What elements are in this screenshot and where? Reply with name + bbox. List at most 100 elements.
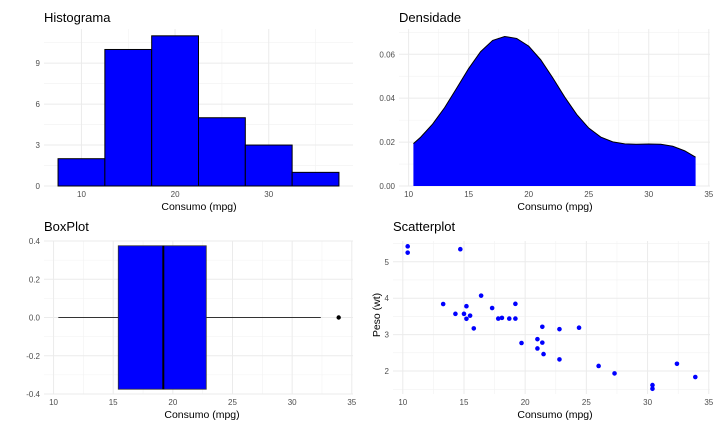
boxplot-x-label: Consumo (mpg) — [164, 409, 239, 421]
density-area — [413, 35, 696, 187]
density-x-tick-label: 10 — [404, 190, 413, 199]
density-x-ticks: 10 15 20 25 30 35 — [404, 190, 714, 199]
boxplot-y-tick-label: 0.0 — [29, 314, 41, 323]
density-y-tick-label: 0.02 — [379, 138, 395, 147]
scatterplot-x-label: Consumo (mpg) — [517, 409, 592, 421]
scatter-point — [489, 305, 495, 311]
scatter-point — [535, 336, 540, 342]
boxplot-y-tick-label: 0.4 — [29, 237, 41, 246]
scatter-point — [440, 301, 446, 307]
histogram-bar — [198, 117, 246, 187]
scatter-point — [540, 324, 545, 330]
scatterplot-y-tick-label: 5 — [385, 258, 390, 267]
density-y-ticks: 0.00 0.02 0.04 0.06 — [379, 50, 395, 191]
histogram-x-tick-label: 10 — [77, 190, 86, 199]
scatter-point — [535, 346, 540, 351]
scatterplot-points — [405, 244, 698, 392]
histogram-panel: 10 20 30 0 3 6 9 Histograma Consumo (mpg) — [36, 10, 353, 213]
scatterplot-x-ticks: 10 15 20 25 30 35 — [398, 398, 713, 407]
scatter-point — [506, 316, 512, 321]
scatter-point — [596, 363, 601, 369]
density-x-tick-label: 25 — [584, 190, 593, 199]
scatterplot-x-tick-label: 30 — [643, 398, 652, 407]
histogram-bar — [151, 35, 200, 187]
histogram-y-ticks: 0 3 6 9 — [36, 59, 41, 191]
histogram-bar — [104, 48, 153, 187]
scatter-point — [674, 361, 680, 367]
boxplot-x-tick-label: 10 — [49, 398, 58, 407]
histogram-title: Histograma — [44, 10, 111, 25]
density-y-tick-label: 0.00 — [379, 182, 395, 191]
boxplot-x-tick-label: 20 — [168, 398, 177, 407]
histogram-y-tick-label: 9 — [36, 59, 41, 68]
scatter-point — [405, 250, 410, 255]
boxplot-y-tick-label: -0.4 — [26, 390, 40, 399]
density-curve — [413, 35, 696, 158]
scatter-point — [650, 382, 655, 388]
scatterplot-grid — [393, 241, 710, 394]
boxplot-x-tick-label: 15 — [109, 398, 118, 407]
histogram-y-tick-label: 0 — [36, 182, 41, 191]
scatterplot-y-tick-label: 3 — [385, 331, 390, 340]
scatter-point — [612, 371, 617, 376]
scatter-point — [458, 246, 463, 252]
boxplot-box — [117, 245, 207, 390]
scatterplot-y-tick-label: 2 — [385, 367, 390, 376]
density-y-tick-label: 0.04 — [379, 94, 395, 103]
density-x-tick-label: 35 — [704, 190, 713, 199]
scatterplot-x-tick-label: 10 — [398, 398, 407, 407]
scatterplot-x-tick-label: 20 — [521, 398, 530, 407]
density-title: Densidade — [399, 10, 461, 25]
boxplot-marks — [58, 245, 341, 390]
scatter-point — [557, 357, 562, 362]
scatter-point — [513, 316, 518, 321]
boxplot-panel: 10 15 20 25 30 35 0.4 0.2 0.0 -0.2 -0.4 BoxPlot C… — [26, 219, 357, 421]
histogram-x-ticks: 10 20 30 — [77, 190, 274, 199]
histogram-x-tick-label: 30 — [264, 190, 273, 199]
histogram-x-tick-label: 20 — [171, 190, 180, 199]
scatter-point — [576, 325, 582, 331]
scatter-point — [478, 293, 484, 298]
scatter-point — [495, 316, 501, 321]
scatterplot-x-tick-label: 15 — [460, 398, 469, 407]
scatter-point — [540, 340, 545, 345]
scatter-point — [467, 313, 473, 318]
histogram-x-label: Consumo (mpg) — [161, 201, 236, 213]
boxplot-title: BoxPlot — [44, 219, 89, 234]
boxplot-y-tick-label: 0.2 — [29, 275, 41, 284]
density-x-tick-label: 30 — [644, 190, 653, 199]
density-y-tick-label: 0.06 — [379, 50, 395, 59]
scatter-point — [541, 351, 546, 357]
boxplot-outlier — [336, 315, 341, 320]
scatterplot-x-tick-label: 25 — [582, 398, 591, 407]
histogram-bar — [57, 158, 106, 187]
scatterplot-title: Scatterplot — [393, 219, 456, 234]
density-x-label: Consumo (mpg) — [517, 201, 592, 213]
density-x-tick-label: 15 — [464, 190, 473, 199]
scatter-point — [499, 315, 505, 321]
scatter-point — [557, 326, 562, 332]
histogram-bars — [57, 35, 340, 187]
scatter-point — [453, 311, 458, 317]
scatter-point — [471, 326, 477, 331]
density-fill — [413, 36, 696, 187]
scatter-point — [464, 303, 469, 309]
histogram-y-tick-label: 3 — [36, 141, 41, 150]
boxplot-x-tick-label: 30 — [288, 398, 297, 407]
scatterplot-y-tick-label: 4 — [385, 294, 390, 303]
scatterplot-y-label: Peso (wt) — [371, 293, 383, 337]
boxplot-x-ticks: 10 15 20 25 30 35 — [49, 398, 357, 407]
boxplot-x-tick-label: 25 — [228, 398, 237, 407]
boxplot-y-ticks: 0.4 0.2 0.0 -0.2 -0.4 — [26, 237, 40, 399]
density-panel: 10 15 20 25 30 35 0.000.020.040.06 Densidade … — [379, 10, 713, 213]
scatterplot-x-tick-label: 35 — [704, 398, 713, 407]
scatter-point — [464, 316, 469, 322]
histogram-y-tick-label: 6 — [36, 100, 41, 109]
boxplot-y-tick-label: -0.2 — [26, 352, 40, 361]
scatter-point — [650, 386, 655, 392]
scatter-point — [461, 311, 467, 317]
histogram-bar — [291, 171, 340, 187]
scatter-point — [513, 301, 518, 307]
boxplot-x-tick-label: 35 — [347, 398, 356, 407]
